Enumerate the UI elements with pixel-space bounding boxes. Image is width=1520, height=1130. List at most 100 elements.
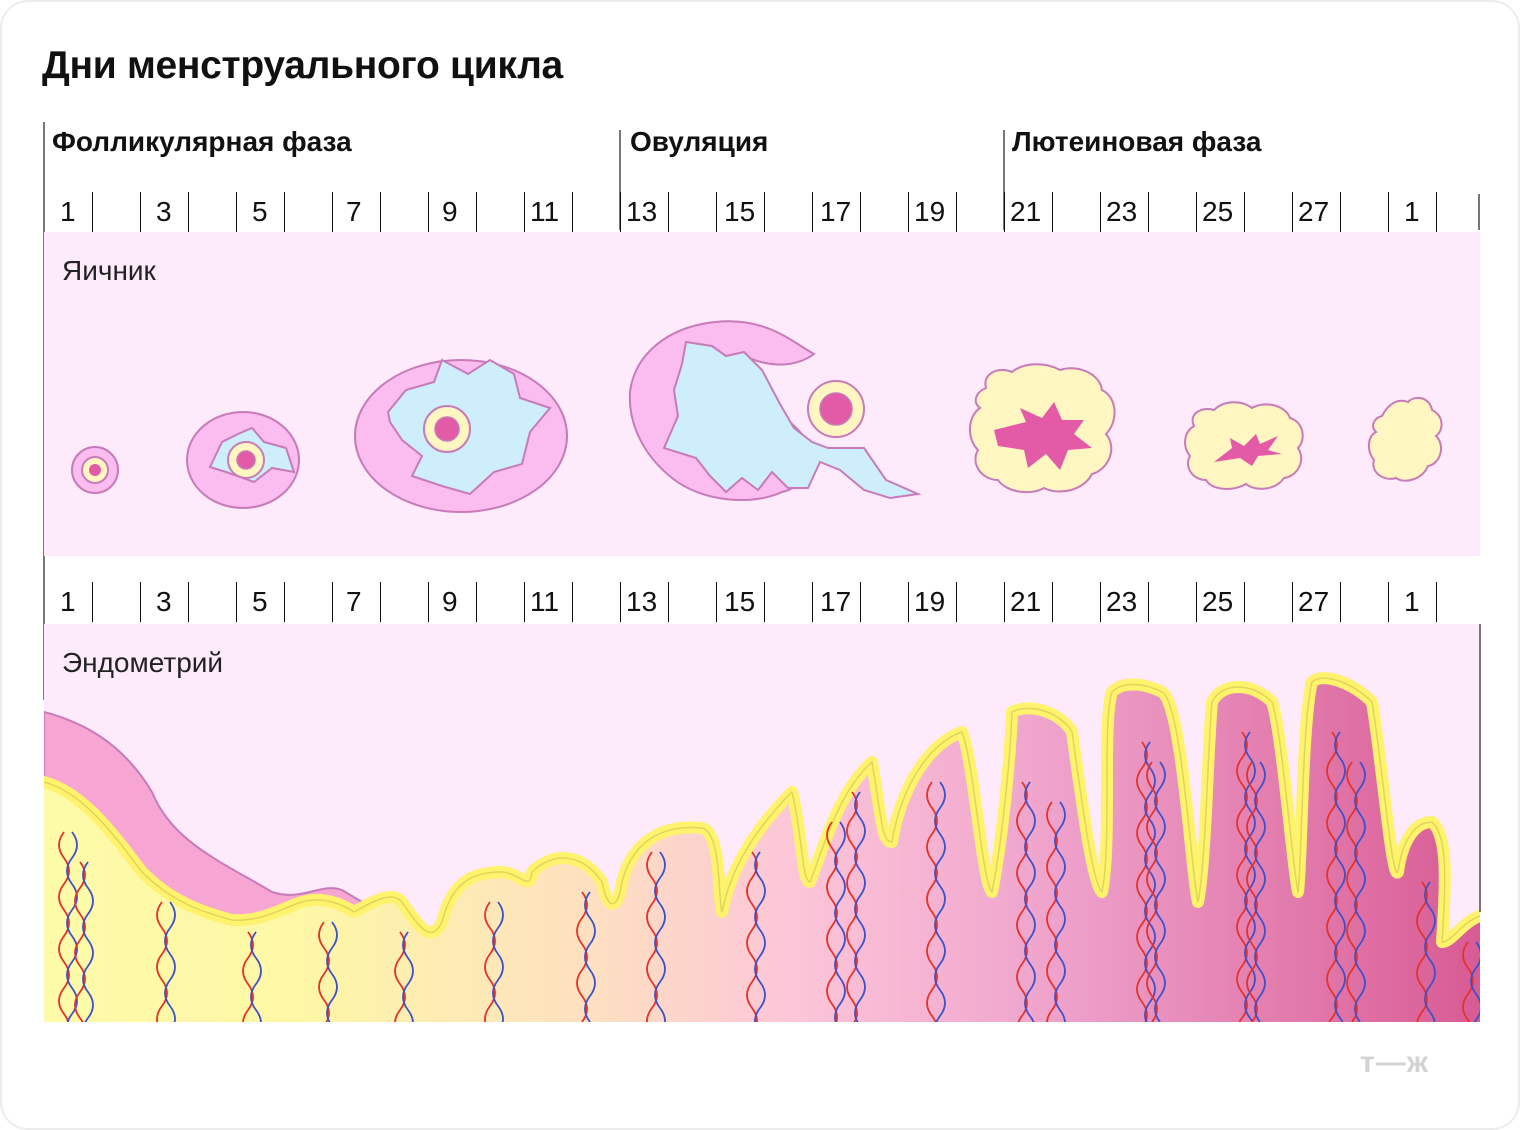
day-tick bbox=[1004, 192, 1005, 232]
day-number: 15 bbox=[724, 586, 756, 617]
primary-follicle bbox=[186, 411, 300, 509]
day-tick bbox=[956, 582, 957, 622]
phase-label-luteal: Лютеиновая фаза bbox=[1012, 126, 1262, 157]
phase-label-ovulation: Овуляция bbox=[630, 126, 769, 157]
day-number: 7 bbox=[346, 196, 362, 227]
day-tick bbox=[1340, 582, 1341, 622]
day-number: 1 bbox=[1404, 196, 1420, 227]
artery bbox=[1236, 731, 1248, 1022]
day-tick bbox=[812, 582, 813, 622]
day-tick bbox=[140, 582, 141, 622]
day-tick bbox=[332, 192, 333, 232]
day-number: 1 bbox=[60, 196, 76, 227]
vein bbox=[250, 931, 262, 1022]
day-tick bbox=[956, 192, 957, 232]
lining-outline bbox=[44, 677, 1480, 943]
vein bbox=[754, 851, 766, 1022]
day-tick bbox=[476, 582, 477, 622]
day-number: 19 bbox=[914, 586, 946, 617]
vein bbox=[66, 831, 78, 1022]
day-tick bbox=[812, 192, 813, 232]
day-tick bbox=[332, 582, 333, 622]
day-tick bbox=[764, 192, 765, 232]
day-tick bbox=[236, 582, 237, 622]
day-tick bbox=[1388, 582, 1389, 622]
artery bbox=[74, 861, 86, 1022]
day-number: 21 bbox=[1010, 196, 1042, 227]
artery bbox=[484, 901, 496, 1022]
day-tick bbox=[1244, 192, 1245, 232]
artery bbox=[1136, 741, 1148, 1022]
corpus-luteum-mature bbox=[1184, 401, 1304, 490]
vein bbox=[1144, 741, 1156, 1022]
artery bbox=[1326, 731, 1338, 1022]
day-number: 27 bbox=[1298, 586, 1330, 617]
day-tick bbox=[1244, 582, 1245, 622]
day-tick bbox=[1292, 192, 1293, 232]
antral-follicle bbox=[354, 358, 568, 513]
day-number: 7 bbox=[346, 586, 362, 617]
day-number: 25 bbox=[1202, 196, 1234, 227]
day-tick bbox=[1148, 582, 1149, 622]
day-tick bbox=[1196, 582, 1197, 622]
primordial-follicle bbox=[71, 446, 119, 494]
day-tick bbox=[668, 582, 669, 622]
day-tick bbox=[380, 582, 381, 622]
artery bbox=[746, 851, 758, 1022]
day-tick bbox=[1340, 192, 1341, 232]
day-tick bbox=[428, 582, 429, 622]
day-number: 15 bbox=[724, 196, 756, 227]
day-tick bbox=[1004, 582, 1005, 622]
brand-logo: т—ж bbox=[1360, 1046, 1429, 1079]
day-tick bbox=[476, 192, 477, 232]
day-tick bbox=[764, 582, 765, 622]
vein bbox=[82, 861, 94, 1022]
ovary-label: Яичник bbox=[62, 255, 156, 286]
day-ruler-endometrium: 1 3 5 7 9 11 13 15 17 19 21 23 25 27 1 bbox=[44, 582, 1480, 622]
vein bbox=[1470, 941, 1480, 1022]
day-tick bbox=[284, 582, 285, 622]
day-tick bbox=[140, 192, 141, 232]
artery bbox=[156, 901, 168, 1022]
day-tick bbox=[1100, 582, 1101, 622]
day-number: 5 bbox=[252, 196, 268, 227]
day-tick bbox=[1436, 582, 1437, 622]
day-tick bbox=[908, 192, 909, 232]
artery bbox=[1046, 801, 1058, 1022]
day-tick bbox=[620, 192, 621, 232]
phase-divider-ovulation bbox=[619, 130, 621, 230]
day-number: 11 bbox=[530, 586, 560, 617]
day-tick bbox=[716, 582, 717, 622]
day-number: 17 bbox=[820, 196, 852, 227]
day-tick bbox=[1292, 582, 1293, 622]
vein bbox=[1334, 731, 1346, 1022]
day-number: 11 bbox=[530, 196, 560, 227]
day-number: 9 bbox=[442, 196, 458, 227]
endometrium-illustration bbox=[44, 672, 1480, 1022]
vein bbox=[854, 791, 866, 1022]
page-title: Дни менструального цикла bbox=[42, 44, 563, 87]
day-number: 17 bbox=[820, 586, 852, 617]
day-number: 21 bbox=[1010, 586, 1042, 617]
artery bbox=[1462, 941, 1474, 1022]
day-tick bbox=[572, 192, 573, 232]
day-tick bbox=[428, 192, 429, 232]
day-tick bbox=[860, 192, 861, 232]
day-tick bbox=[1100, 192, 1101, 232]
vein bbox=[1024, 781, 1036, 1022]
day-tick bbox=[284, 192, 285, 232]
day-tick bbox=[524, 192, 525, 232]
day-number: 5 bbox=[252, 586, 268, 617]
day-number: 1 bbox=[60, 586, 76, 617]
day-tick bbox=[92, 582, 93, 622]
day-tick bbox=[1052, 192, 1053, 232]
vein bbox=[326, 921, 338, 1022]
vein bbox=[1424, 881, 1436, 1022]
day-tick bbox=[668, 192, 669, 232]
endometrium-tissue bbox=[44, 678, 1480, 1022]
vein bbox=[834, 821, 846, 1022]
day-number: 23 bbox=[1106, 586, 1138, 617]
day-tick bbox=[860, 582, 861, 622]
day-tick bbox=[572, 582, 573, 622]
